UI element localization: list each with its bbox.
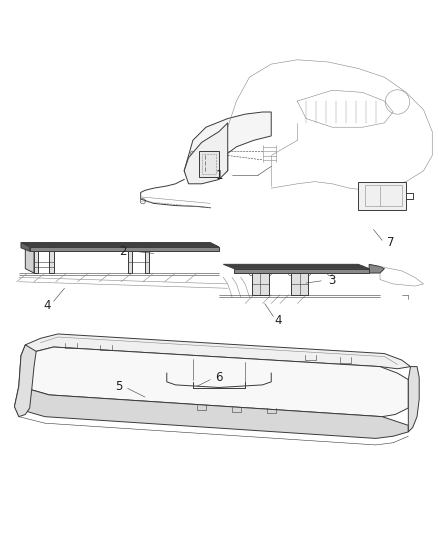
Polygon shape [21,334,410,369]
Text: 4: 4 [43,299,51,312]
Polygon shape [291,273,308,295]
Polygon shape [408,367,419,432]
Circle shape [187,349,198,359]
Polygon shape [145,248,149,273]
Polygon shape [30,247,219,251]
Polygon shape [127,248,132,273]
Polygon shape [49,248,53,273]
Text: 7: 7 [387,236,395,249]
Text: 2: 2 [120,245,127,258]
Text: 1: 1 [215,168,223,182]
Text: 5: 5 [115,379,123,393]
Polygon shape [21,243,219,247]
Circle shape [240,351,251,362]
Polygon shape [184,123,228,184]
Text: 4: 4 [274,314,282,327]
Polygon shape [14,386,408,439]
Polygon shape [21,243,30,251]
Polygon shape [184,112,271,180]
Polygon shape [369,264,385,273]
Polygon shape [223,264,369,269]
Polygon shape [19,347,408,417]
Polygon shape [234,269,369,273]
Text: 3: 3 [328,274,336,287]
Text: 6: 6 [215,371,223,384]
Polygon shape [199,151,219,177]
Polygon shape [14,345,36,417]
Polygon shape [252,273,269,295]
Polygon shape [25,248,34,273]
Polygon shape [358,182,406,210]
Polygon shape [34,248,39,273]
